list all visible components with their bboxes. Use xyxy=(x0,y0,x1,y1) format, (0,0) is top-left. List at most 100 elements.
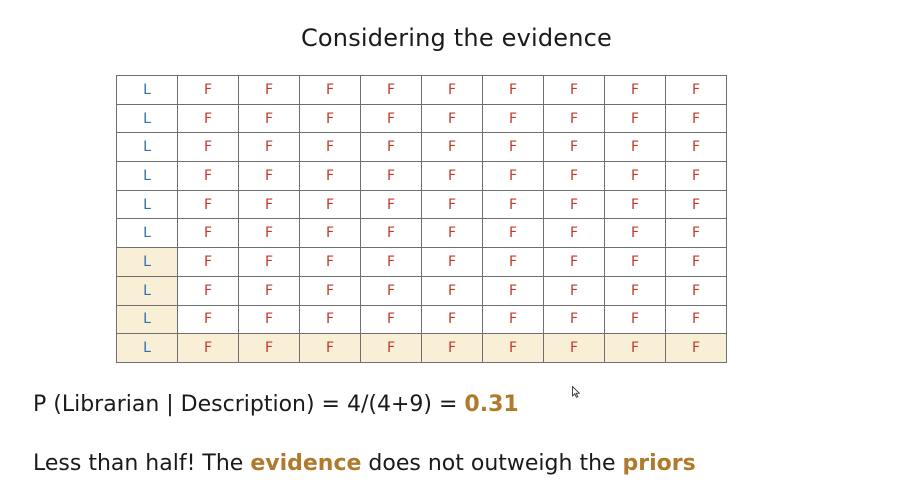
librarian-cell: L xyxy=(116,132,178,163)
farmer-cell: F xyxy=(299,132,361,163)
farmer-cell: F xyxy=(604,132,666,163)
farmer-cell: F xyxy=(360,75,422,105)
farmer-cell: F xyxy=(604,189,666,220)
farmer-cell: F xyxy=(177,304,239,335)
farmer-cell: F xyxy=(360,161,422,191)
farmer-cell: F xyxy=(543,103,605,134)
farmer-cell: F xyxy=(421,189,483,220)
farmer-cell: F xyxy=(604,103,666,134)
farmer-cell: F xyxy=(360,189,422,220)
farmer-cell: F xyxy=(482,161,544,191)
farmer-cell: F xyxy=(238,132,300,163)
farmer-cell: F xyxy=(665,132,727,163)
farmer-cell: F xyxy=(543,189,605,220)
conclusion-text: Less than half! The evidence does not ou… xyxy=(33,451,696,476)
farmer-cell: F xyxy=(543,275,605,306)
farmer-cell: F xyxy=(177,275,239,306)
farmer-cell: F xyxy=(238,75,300,105)
farmer-cell: F xyxy=(543,304,605,335)
farmer-cell: F xyxy=(177,218,239,249)
mouse-pointer-icon xyxy=(572,386,580,398)
farmer-cell: F xyxy=(543,247,605,277)
probability-formula: P (Librarian | Description) = 4/(4+9) = … xyxy=(33,392,519,417)
librarian-cell: L xyxy=(116,103,178,134)
farmer-cell: F xyxy=(360,132,422,163)
librarian-cell: L xyxy=(116,333,178,363)
librarian-cell: L xyxy=(116,275,178,306)
farmer-cell: F xyxy=(543,218,605,249)
farmer-cell: F xyxy=(665,333,727,363)
farmer-cell: F xyxy=(604,218,666,249)
farmer-cell: F xyxy=(177,333,239,363)
farmer-cell: F xyxy=(482,247,544,277)
farmer-cell: F xyxy=(482,75,544,105)
farmer-cell: F xyxy=(421,132,483,163)
farmer-cell: F xyxy=(299,75,361,105)
farmer-cell: F xyxy=(421,275,483,306)
farmer-cell: F xyxy=(482,218,544,249)
farmer-cell: F xyxy=(299,247,361,277)
farmer-cell: F xyxy=(543,161,605,191)
farmer-cell: F xyxy=(665,304,727,335)
farmer-cell: F xyxy=(177,103,239,134)
farmer-cell: F xyxy=(299,333,361,363)
farmer-cell: F xyxy=(665,103,727,134)
farmer-cell: F xyxy=(299,161,361,191)
farmer-cell: F xyxy=(665,275,727,306)
farmer-cell: F xyxy=(360,333,422,363)
farmer-cell: F xyxy=(604,161,666,191)
librarian-cell: L xyxy=(116,304,178,335)
farmer-cell: F xyxy=(665,75,727,105)
farmer-cell: F xyxy=(665,189,727,220)
farmer-cell: F xyxy=(421,75,483,105)
formula-text: P (Librarian | Description) = 4/(4+9) = xyxy=(33,392,465,417)
farmer-cell: F xyxy=(238,333,300,363)
farmer-cell: F xyxy=(604,275,666,306)
farmer-cell: F xyxy=(238,275,300,306)
farmer-cell: F xyxy=(299,275,361,306)
farmer-cell: F xyxy=(360,304,422,335)
farmer-cell: F xyxy=(543,132,605,163)
farmer-cell: F xyxy=(421,218,483,249)
farmer-cell: F xyxy=(177,189,239,220)
farmer-cell: F xyxy=(238,103,300,134)
farmer-cell: F xyxy=(482,275,544,306)
farmer-cell: F xyxy=(299,189,361,220)
slide-title: Considering the evidence xyxy=(300,24,613,52)
farmer-cell: F xyxy=(665,161,727,191)
librarian-cell: L xyxy=(116,75,178,105)
farmer-cell: F xyxy=(360,218,422,249)
farmer-cell: F xyxy=(482,103,544,134)
farmer-cell: F xyxy=(177,161,239,191)
librarian-cell: L xyxy=(116,247,178,277)
conclusion-part-1: Less than half! The xyxy=(33,451,251,476)
farmer-cell: F xyxy=(482,189,544,220)
farmer-cell: F xyxy=(604,333,666,363)
farmer-cell: F xyxy=(482,333,544,363)
farmer-cell: F xyxy=(238,304,300,335)
farmer-cell: F xyxy=(238,161,300,191)
farmer-cell: F xyxy=(299,304,361,335)
librarian-cell: L xyxy=(116,161,178,191)
farmer-cell: F xyxy=(665,218,727,249)
farmer-cell: F xyxy=(177,75,239,105)
farmer-cell: F xyxy=(299,103,361,134)
priors-word: priors xyxy=(622,451,696,476)
evidence-word: evidence xyxy=(250,451,362,476)
farmer-cell: F xyxy=(238,218,300,249)
farmer-cell: F xyxy=(421,333,483,363)
conclusion-part-2: does not outweigh the xyxy=(361,451,623,476)
farmer-cell: F xyxy=(421,304,483,335)
farmer-cell: F xyxy=(421,103,483,134)
farmer-cell: F xyxy=(482,304,544,335)
